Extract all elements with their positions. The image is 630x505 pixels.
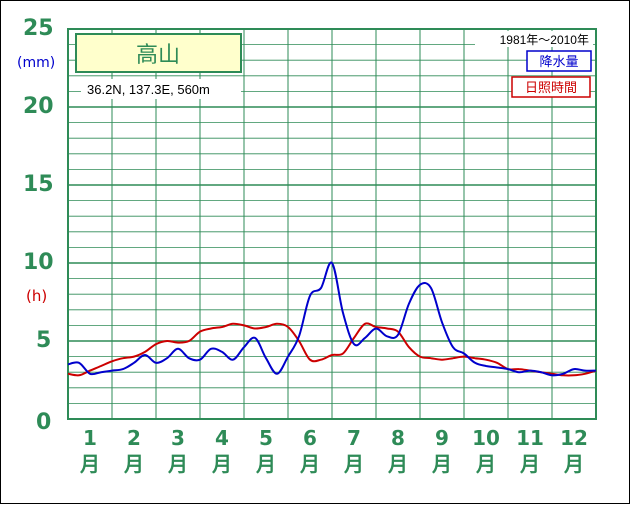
- month-number-9: 9: [435, 426, 449, 450]
- month-suffix: 月: [123, 452, 144, 476]
- month-number-7: 7: [347, 426, 361, 450]
- legend: 降水量 日照時間: [511, 50, 592, 98]
- y-tick-5: 5: [36, 328, 51, 353]
- month-number-6: 6: [303, 426, 317, 450]
- y-tick-15: 15: [23, 172, 54, 197]
- month-number-8: 8: [391, 426, 405, 450]
- month-number-3: 3: [171, 426, 185, 450]
- y-tick-10: 10: [23, 250, 54, 275]
- month-suffix: 月: [387, 452, 408, 476]
- legend-sunshine-label: 日照時間: [525, 81, 577, 96]
- month-suffix: 月: [211, 452, 232, 476]
- y-tick-25: 25: [23, 16, 54, 41]
- month-suffix: 月: [519, 452, 540, 476]
- sunshine-unit-label: (h): [26, 287, 47, 305]
- month-suffix: 月: [343, 452, 364, 476]
- precip-line: [67, 261, 597, 377]
- month-number-12: 12: [560, 426, 588, 450]
- month-suffix: 月: [255, 452, 276, 476]
- month-number-4: 4: [215, 426, 229, 450]
- y-tick-20: 20: [23, 94, 54, 119]
- station-name: 高山: [136, 43, 180, 68]
- period-label: 1981年〜2010年: [500, 33, 589, 47]
- precip-unit-label: (mm): [17, 55, 55, 71]
- month-number-5: 5: [259, 426, 273, 450]
- month-number-1: 1: [83, 426, 97, 450]
- month-suffix: 月: [431, 452, 452, 476]
- month-suffix: 月: [79, 452, 100, 476]
- month-suffix: 月: [563, 452, 584, 476]
- month-number-11: 11: [516, 426, 544, 450]
- month-suffix: 月: [167, 452, 188, 476]
- month-suffix: 月: [299, 452, 320, 476]
- y-tick-labels: 25 20 15 10 5 0: [23, 16, 54, 435]
- legend-sunshine-box: [511, 76, 591, 98]
- legend-precip-box: [526, 50, 592, 72]
- month-number-2: 2: [127, 426, 141, 450]
- station-coords: 36.2N, 137.3E, 560m: [87, 82, 210, 97]
- month-suffix: 月: [475, 452, 496, 476]
- station-title-box: 高山: [75, 33, 242, 73]
- month-number-10: 10: [472, 426, 500, 450]
- y-tick-0: 0: [36, 410, 51, 435]
- legend-precip-label: 降水量: [539, 55, 578, 70]
